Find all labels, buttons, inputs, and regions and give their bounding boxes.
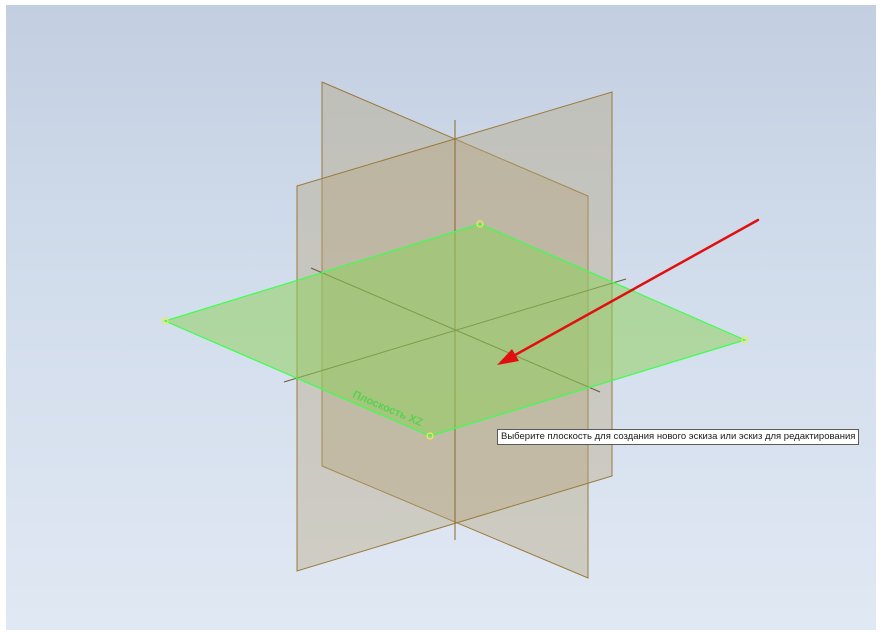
tooltip: Выберите плоскость для создания нового э… <box>497 429 860 445</box>
plane-corner-handle[interactable] <box>426 432 434 440</box>
origin-plane-xz-highlighted[interactable] <box>163 223 747 437</box>
plane-scene[interactable]: Плоскость XZ <box>6 5 876 630</box>
plane-corner-handle[interactable] <box>476 220 484 228</box>
plane-corner-handle[interactable] <box>741 336 749 344</box>
annotation-arrow <box>497 218 760 365</box>
plane-corner-handle[interactable] <box>161 317 169 325</box>
3d-viewport[interactable]: Плоскость XZ Выберите плоскость для созд… <box>6 5 876 630</box>
